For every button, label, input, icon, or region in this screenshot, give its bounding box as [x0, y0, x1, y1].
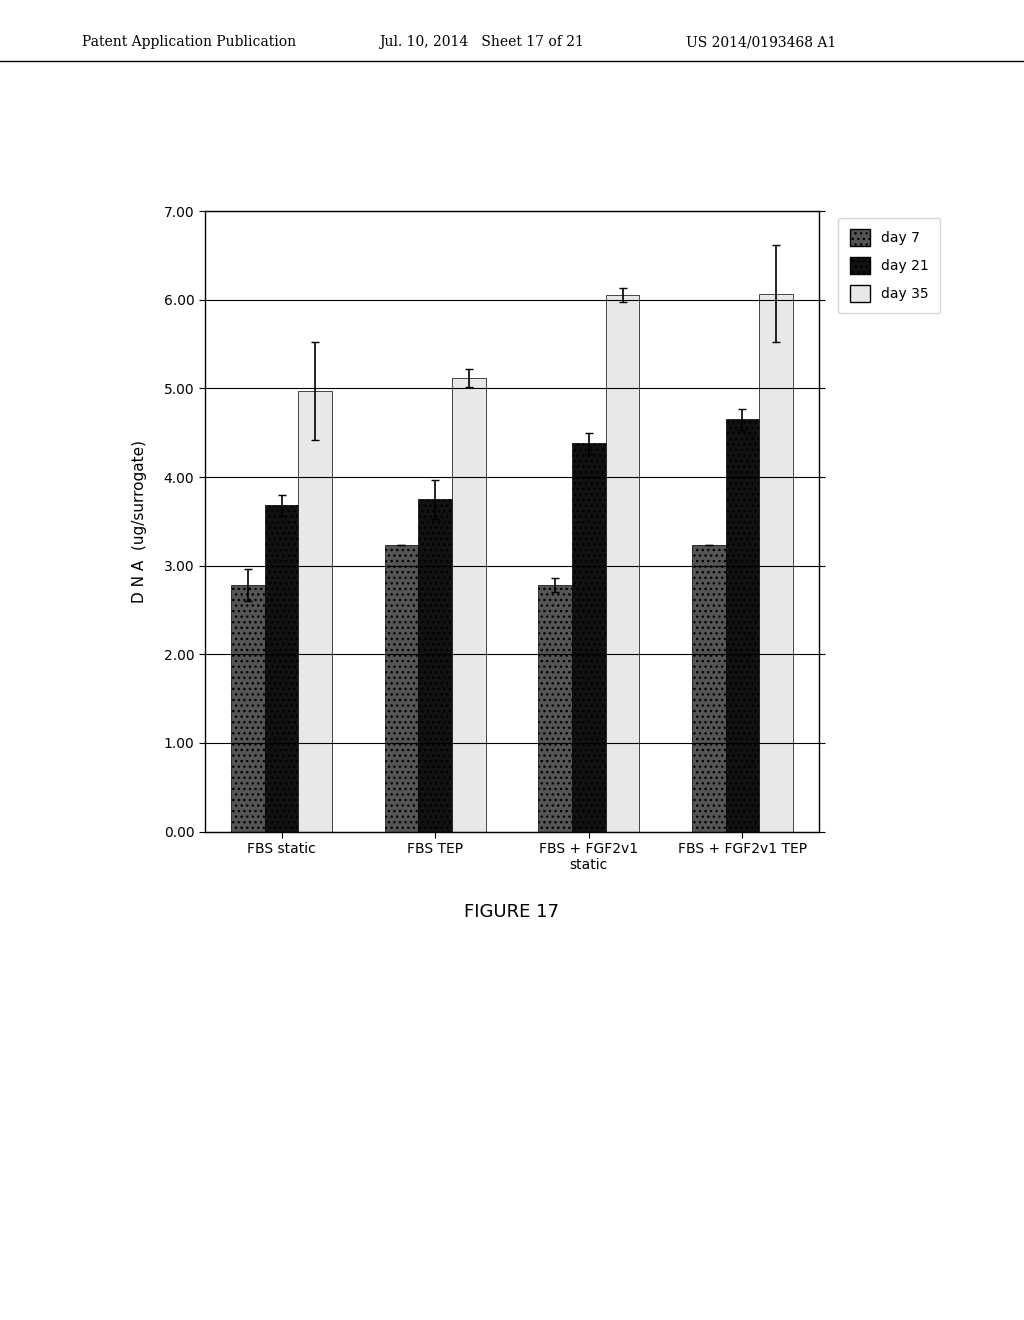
Bar [231, 585, 264, 832]
Text: US 2014/0193468 A1: US 2014/0193468 A1 [686, 36, 837, 49]
Bar [606, 296, 640, 832]
Bar [539, 585, 572, 832]
Bar [453, 378, 486, 832]
Bar [264, 506, 299, 832]
Bar [726, 420, 760, 832]
Y-axis label: D N A  (ug/surrogate): D N A (ug/surrogate) [132, 440, 147, 603]
Legend: day 7, day 21, day 35: day 7, day 21, day 35 [839, 218, 940, 313]
Text: Jul. 10, 2014   Sheet 17 of 21: Jul. 10, 2014 Sheet 17 of 21 [379, 36, 584, 49]
Bar [571, 444, 606, 832]
Bar [299, 391, 333, 832]
Bar [760, 293, 794, 832]
Text: FIGURE 17: FIGURE 17 [465, 903, 559, 921]
Bar [419, 499, 453, 832]
Text: Patent Application Publication: Patent Application Publication [82, 36, 296, 49]
Bar [385, 545, 419, 832]
Bar [692, 545, 725, 832]
